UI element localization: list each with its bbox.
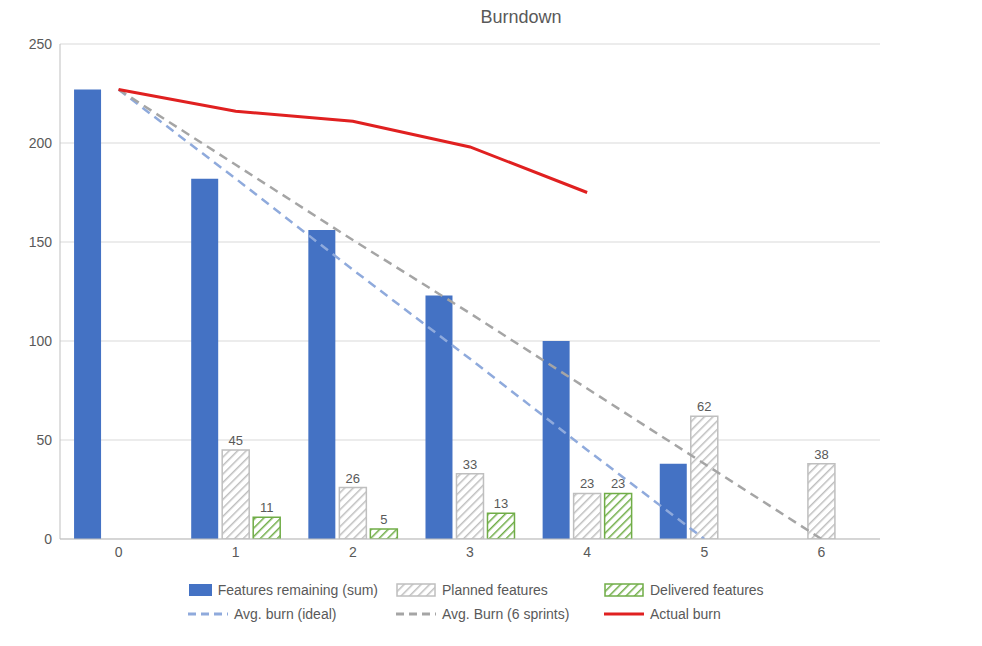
svg-text:2: 2 bbox=[349, 544, 357, 560]
svg-text:50: 50 bbox=[36, 432, 52, 448]
html-text:Avg. Burn (6 sprints): Avg. Burn (6 sprints) bbox=[442, 606, 570, 622]
svg-text:23: 23 bbox=[580, 476, 594, 491]
svg-text:23: 23 bbox=[611, 476, 625, 491]
svg-text:38: 38 bbox=[814, 447, 828, 462]
svg-text:45: 45 bbox=[228, 433, 242, 448]
svg-text:200: 200 bbox=[29, 135, 53, 151]
svg-text:150: 150 bbox=[29, 234, 53, 250]
html-text:Actual burn: Actual burn bbox=[650, 606, 721, 622]
svg-text:33: 33 bbox=[463, 457, 477, 472]
html-text:Burndown: Burndown bbox=[480, 7, 562, 27]
svg-text:5: 5 bbox=[380, 512, 387, 527]
svg-text:0: 0 bbox=[115, 544, 123, 560]
svg-text:0: 0 bbox=[44, 531, 52, 547]
svg-text:1: 1 bbox=[232, 544, 240, 560]
html-text:Delivered features: Delivered features bbox=[650, 582, 764, 598]
html-text:Avg. burn (ideal): Avg. burn (ideal) bbox=[234, 606, 337, 622]
svg-text:100: 100 bbox=[29, 333, 53, 349]
svg-text:13: 13 bbox=[494, 496, 508, 511]
svg-text:26: 26 bbox=[346, 471, 360, 486]
svg-text:5: 5 bbox=[700, 544, 708, 560]
svg-text:11: 11 bbox=[260, 500, 274, 515]
svg-text:3: 3 bbox=[466, 544, 474, 560]
svg-text:4: 4 bbox=[583, 544, 591, 560]
svg-text:250: 250 bbox=[29, 36, 53, 52]
svg-text:6: 6 bbox=[818, 544, 826, 560]
html-text:Planned features: Planned features bbox=[442, 582, 548, 598]
svg-text:62: 62 bbox=[697, 399, 711, 414]
html-text:Features remaining (sum): Features remaining (sum) bbox=[217, 582, 378, 598]
